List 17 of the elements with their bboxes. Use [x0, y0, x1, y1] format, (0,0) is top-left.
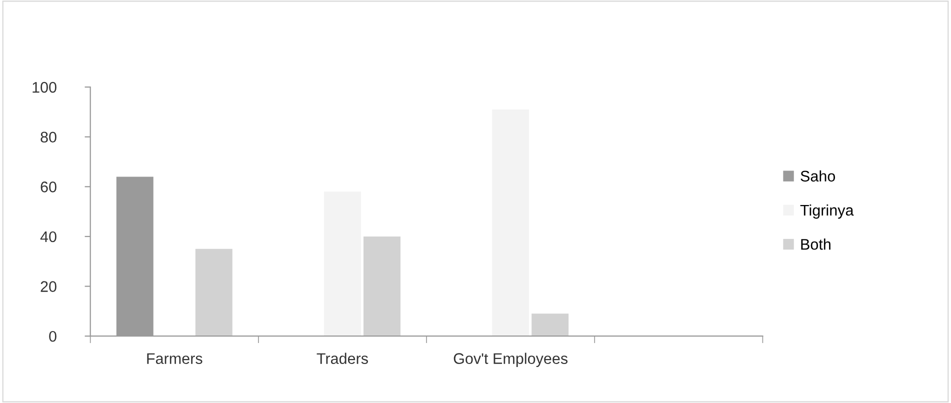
- x-tick-label: Farmers: [147, 353, 202, 364]
- bar: [532, 314, 569, 336]
- y-tick-label: 80: [40, 132, 56, 143]
- y-tick-label: 40: [40, 231, 56, 242]
- x-tick-label: Gov't Employees: [454, 352, 568, 368]
- y-tick-label: 0: [49, 330, 56, 342]
- y-tick-label: 60: [40, 182, 56, 192]
- bar: [363, 236, 400, 336]
- x-tick-label: Traders: [316, 352, 368, 364]
- bar: [324, 192, 361, 336]
- legend-label: Saho: [800, 170, 836, 182]
- y-tick-label: 20: [40, 281, 56, 292]
- bar: [195, 248, 232, 336]
- legend-label: Both: [801, 238, 830, 250]
- bar: [492, 109, 530, 336]
- y-tick-label: 100: [32, 82, 56, 93]
- legend-label: Tigrinya: [800, 204, 854, 219]
